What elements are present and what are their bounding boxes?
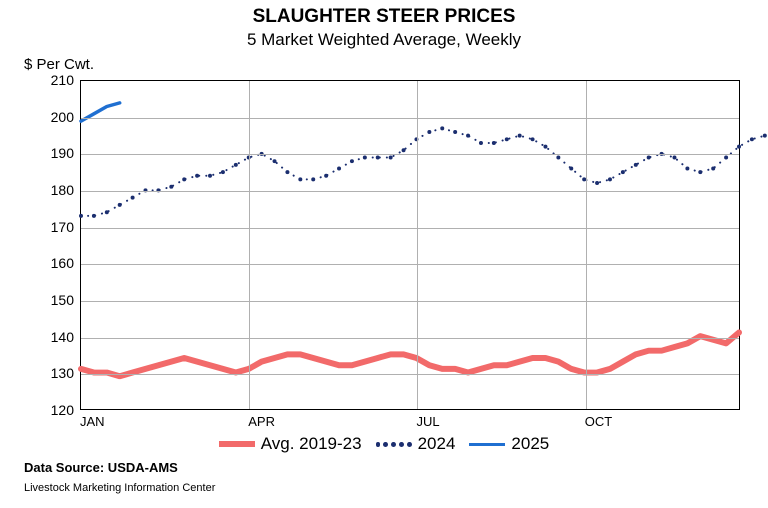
y-tick-label: 210 xyxy=(28,72,74,88)
gridline-v xyxy=(249,81,250,409)
legend-item-2024: 2024 xyxy=(376,434,456,454)
legend-item-2025: 2025 xyxy=(469,434,549,454)
legend-label-2024: 2024 xyxy=(418,434,456,454)
y-tick-label: 190 xyxy=(28,145,74,161)
chart-title: SLAUGHTER STEER PRICES xyxy=(0,6,768,28)
gridline-h xyxy=(81,191,739,192)
y-tick-label: 180 xyxy=(28,182,74,198)
plot-area xyxy=(80,80,740,410)
legend-swatch-2024 xyxy=(376,441,412,447)
gridline-h xyxy=(81,301,739,302)
plot-wrap xyxy=(80,80,740,410)
x-tick-label: OCT xyxy=(585,414,612,429)
y-tick-label: 160 xyxy=(28,255,74,271)
chart-subtitle: 5 Market Weighted Average, Weekly xyxy=(0,30,768,50)
y-tick-label: 170 xyxy=(28,219,74,235)
legend-label-avg: Avg. 2019-23 xyxy=(261,434,362,454)
x-tick-label: APR xyxy=(248,414,275,429)
gridline-h xyxy=(81,118,739,119)
y-axis-title: $ Per Cwt. xyxy=(24,56,94,73)
chart-container: SLAUGHTER STEER PRICES 5 Market Weighted… xyxy=(0,0,768,508)
y-tick-label: 150 xyxy=(28,292,74,308)
gridline-h xyxy=(81,338,739,339)
y-tick-label: 120 xyxy=(28,402,74,418)
legend-swatch-avg xyxy=(219,441,255,447)
gridline-h xyxy=(81,264,739,265)
gridline-h xyxy=(81,228,739,229)
legend-item-avg: Avg. 2019-23 xyxy=(219,434,362,454)
gridline-v xyxy=(417,81,418,409)
gridline-h xyxy=(81,154,739,155)
data-source-label: Data Source: USDA-AMS xyxy=(24,460,178,475)
y-tick-label: 200 xyxy=(28,109,74,125)
y-tick-label: 140 xyxy=(28,329,74,345)
gridline-h xyxy=(81,374,739,375)
y-tick-label: 130 xyxy=(28,365,74,381)
legend: Avg. 2019-23 2024 2025 xyxy=(0,434,768,454)
gridline-v xyxy=(586,81,587,409)
data-source-sub-label: Livestock Marketing Information Center xyxy=(24,482,215,494)
series-svg xyxy=(81,81,739,409)
legend-label-2025: 2025 xyxy=(511,434,549,454)
x-tick-label: JUL xyxy=(416,414,439,429)
x-tick-label: JAN xyxy=(80,414,105,429)
legend-swatch-2025 xyxy=(469,443,505,446)
